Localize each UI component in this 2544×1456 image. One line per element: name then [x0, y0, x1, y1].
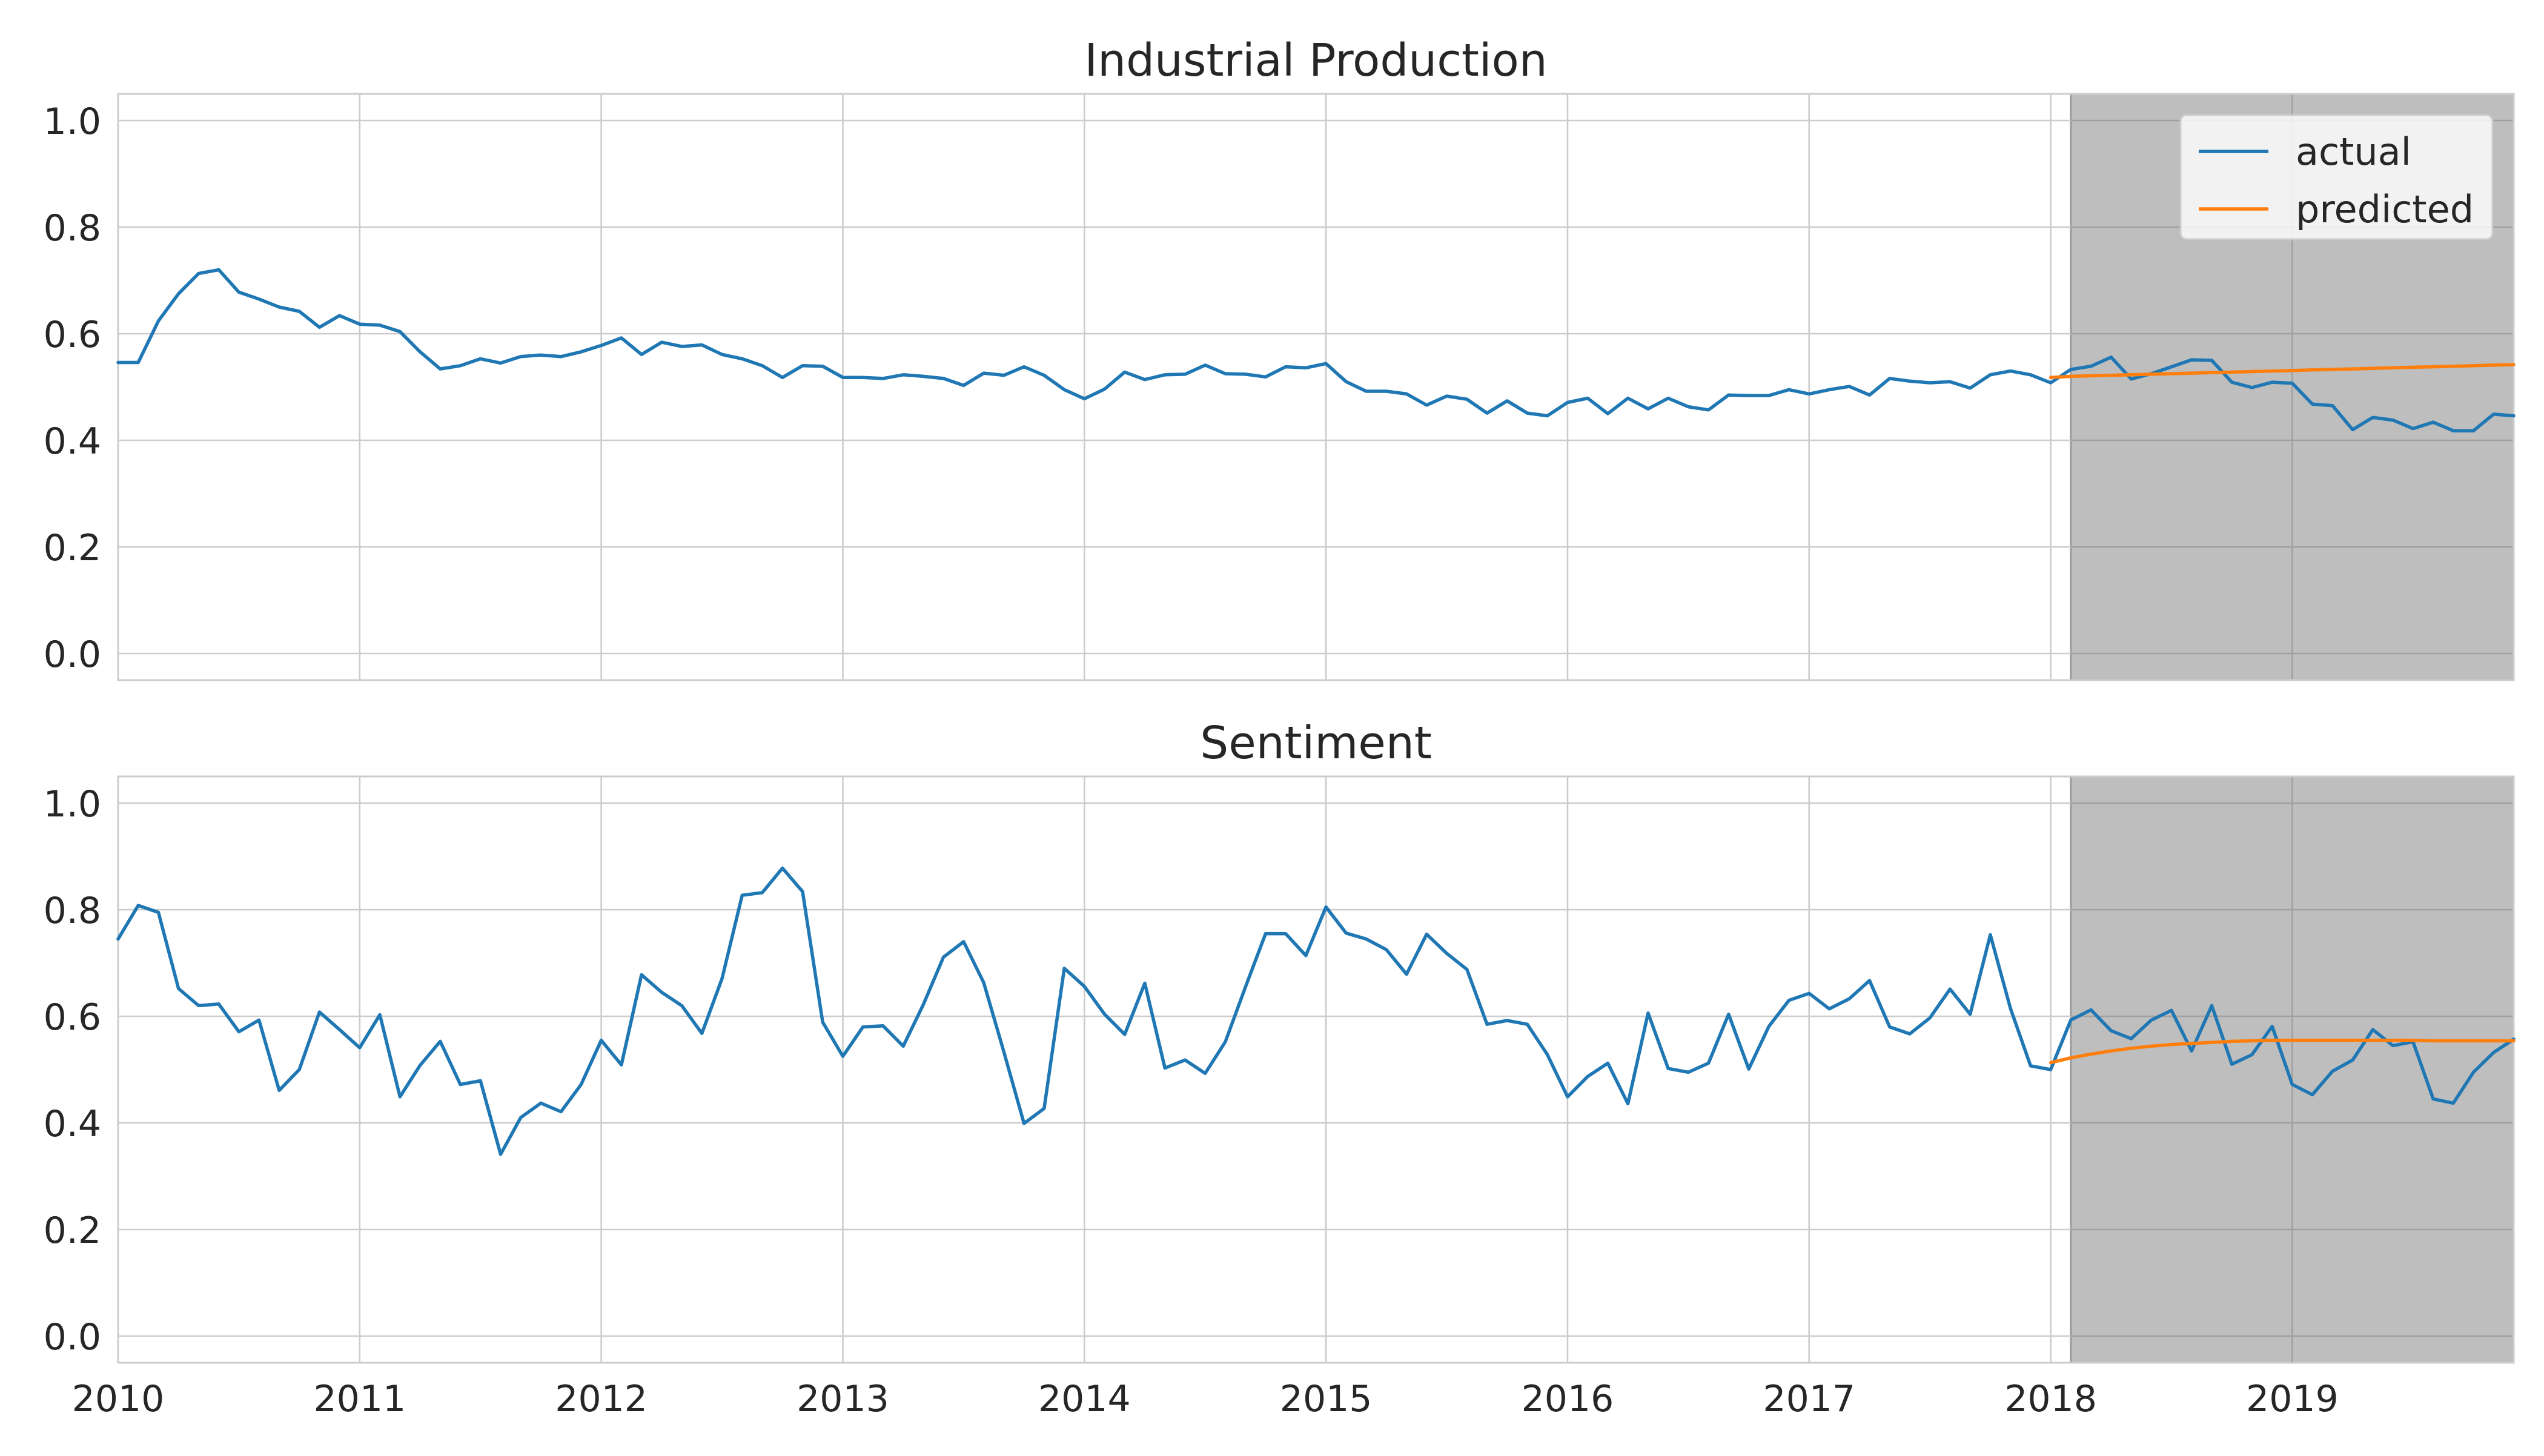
grid	[117, 94, 2514, 680]
y-tick-label: 0.6	[44, 996, 101, 1039]
x-tick-label: 2015	[1280, 1378, 1373, 1420]
y-tick-label: 1.0	[44, 101, 101, 143]
y-tick-label: 0.2	[44, 1209, 101, 1252]
legend: actual predicted	[2179, 114, 2494, 240]
y-tick-label: 0.2	[44, 527, 101, 569]
y-tick-label: 1.0	[44, 783, 101, 826]
chart-title: Sentiment	[1200, 717, 1432, 769]
series-line-predicted	[2049, 1038, 2516, 1065]
x-tick-label: 2011	[313, 1378, 406, 1420]
x-tick-label: 2019	[2246, 1378, 2339, 1420]
axes-frame	[117, 93, 2515, 681]
chart-panel-2: Sentiment 0.0 0.2 0.4 0.6 0.8 1.0 2010 2011 2012 2…	[44, 717, 2516, 1420]
legend-label-actual: actual	[2296, 130, 2411, 174]
y-tick-label: 0.0	[44, 1316, 101, 1358]
x-tick-label: 2012	[555, 1378, 648, 1420]
x-tick-label: 2013	[797, 1378, 889, 1420]
x-tick-label: 2017	[1763, 1378, 1855, 1420]
y-tick-label: 0.0	[44, 634, 101, 676]
chart-panel-1: Industrial Production 0.0 0.2 0.4 0.6 0.8 1.0 a…	[44, 35, 2516, 681]
x-tick-label: 2016	[1522, 1378, 1614, 1420]
series-line-actual	[116, 866, 2516, 1156]
series-line-predicted	[2049, 363, 2516, 379]
chart-title: Industrial Production	[1084, 35, 1547, 87]
y-tick-label: 0.4	[44, 420, 101, 463]
series-line-actual	[116, 268, 2516, 432]
x-tick-label: 2010	[72, 1378, 165, 1420]
y-tick-label: 0.8	[44, 890, 101, 932]
legend-label-predicted: predicted	[2296, 187, 2474, 231]
x-tick-label: 2014	[1038, 1378, 1131, 1420]
axes-frame	[117, 775, 2515, 1364]
x-tick-label: 2018	[2004, 1378, 2097, 1420]
y-tick-label: 0.4	[44, 1103, 101, 1145]
y-tick-label: 0.8	[44, 207, 101, 250]
y-tick-label: 0.6	[44, 314, 101, 356]
